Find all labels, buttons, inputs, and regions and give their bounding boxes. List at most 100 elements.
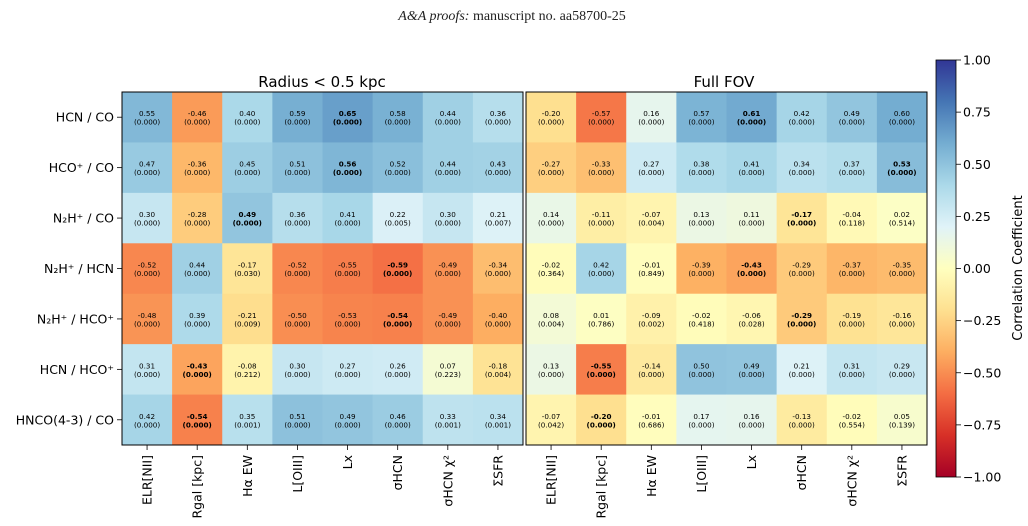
heatmap-cell-full-r4-c5 [776, 293, 828, 345]
heatmap-cell-inner-r5-c0 [122, 344, 173, 395]
colorbar-tick-label: 0.50 [963, 157, 991, 172]
cell-value-label: 0.55 [139, 109, 155, 118]
cell-value-label: 0.13 [693, 210, 709, 219]
heatmap-cell-inner-r4-c1 [172, 293, 223, 345]
cell-value-label: -0.04 [843, 210, 862, 219]
cell-pvalue-label: (0.000) [284, 370, 310, 379]
cell-value-label: 0.14 [543, 210, 559, 219]
cell-pvalue-label: (0.000) [538, 370, 564, 379]
heatmap-cell-inner-r0-c4 [322, 92, 374, 143]
cell-value-label: 0.11 [744, 210, 760, 219]
heatmap-cell-full-r1-c7 [876, 142, 928, 194]
heatmap-cell-full-r6-c6 [826, 394, 878, 446]
heatmap-cell-full-r0-c7 [876, 92, 928, 143]
cell-value-label: 0.46 [390, 412, 406, 421]
heatmap-cell-full-r6-c3 [676, 394, 727, 446]
heatmap-cell-inner-r4-c5 [372, 293, 424, 345]
row-label: HCN / CO [56, 110, 114, 125]
heatmap-cell-inner-r3-c2 [222, 243, 273, 295]
heatmap-cell-inner-r3-c7 [472, 243, 524, 295]
cell-value-label: 0.22 [390, 210, 406, 219]
cell-value-label: 0.42 [139, 412, 155, 421]
cell-value-label: -0.18 [489, 361, 508, 370]
cell-pvalue-label: (0.000) [839, 168, 865, 177]
cell-value-label: -0.43 [741, 261, 762, 270]
cell-pvalue-label: (0.000) [889, 319, 915, 328]
heatmap-cell-full-r5-c7 [876, 344, 928, 395]
column-label: L[OIII] [694, 455, 709, 493]
cell-value-label: 0.13 [543, 361, 559, 370]
heatmap-cell-full-r5-c1 [576, 344, 627, 395]
cell-pvalue-label: (0.000) [134, 168, 160, 177]
heatmap-cell-inner-r5-c2 [222, 344, 273, 395]
cell-pvalue-label: (0.000) [284, 118, 310, 127]
heatmap-cell-inner-r3-c1 [172, 243, 223, 295]
cell-value-label: 0.58 [390, 109, 406, 118]
cell-pvalue-label: (0.000) [538, 168, 564, 177]
cell-value-label: 0.30 [440, 210, 456, 219]
cell-value-label: 0.37 [844, 160, 860, 169]
cell-pvalue-label: (0.004) [538, 319, 564, 328]
cell-pvalue-label: (0.001) [234, 420, 260, 429]
heatmap-cell-full-r3-c7 [876, 243, 928, 295]
cell-pvalue-label: (0.000) [284, 319, 310, 328]
cell-pvalue-label: (0.000) [688, 420, 714, 429]
cell-value-label: 0.26 [390, 361, 406, 370]
cell-value-label: -0.55 [338, 261, 357, 270]
heatmap-cell-full-r0-c0 [526, 92, 577, 143]
cell-value-label: 0.53 [893, 160, 911, 169]
cell-value-label: -0.17 [238, 261, 257, 270]
cell-pvalue-label: (0.000) [385, 118, 411, 127]
heatmap-cell-full-r6-c2 [626, 394, 677, 446]
heatmap-cell-full-r1-c4 [726, 142, 778, 194]
panel-title-left: Radius < 0.5 kpc [258, 73, 385, 91]
heatmap-cell-full-r2-c6 [826, 192, 878, 244]
cell-value-label: 0.36 [289, 210, 305, 219]
cell-pvalue-label: (0.000) [385, 168, 411, 177]
cell-value-label: 0.61 [743, 109, 761, 118]
heatmap-cell-inner-r3-c4 [322, 243, 374, 295]
cell-value-label: 0.42 [593, 261, 609, 270]
cell-value-label: -0.14 [642, 361, 661, 370]
heatmap-cell-inner-r5-c4 [322, 344, 374, 395]
cell-pvalue-label: (0.139) [889, 420, 915, 429]
colorbar-tick-label: 0.25 [963, 209, 991, 224]
column-label: ELR[NII] [544, 455, 559, 505]
cell-pvalue-label: (0.009) [234, 319, 260, 328]
heatmap-cell-inner-r3-c0 [122, 243, 173, 295]
row-label: N₂H⁺ / HCN [44, 261, 114, 276]
cell-pvalue-label: (0.000) [284, 420, 310, 429]
cell-pvalue-label: (0.000) [839, 319, 865, 328]
cell-pvalue-label: (0.000) [538, 219, 564, 228]
cell-value-label: -0.17 [791, 210, 812, 219]
colorbar: 1.00 0.75 0.50 0.25 0.00 −0.25 −0.50 −0.75 −1.00… [935, 53, 1026, 485]
cell-value-label: 0.65 [339, 109, 357, 118]
column-label: ΣSFR [490, 455, 505, 487]
heatmap-cell-full-r2-c1 [576, 192, 627, 244]
cell-pvalue-label: (0.000) [839, 269, 865, 278]
cell-value-label: -0.53 [338, 311, 357, 320]
cell-value-label: -0.54 [187, 412, 208, 421]
heatmap-cell-inner-r1-c5 [372, 142, 424, 194]
cell-pvalue-label: (0.514) [889, 219, 915, 228]
heatmap-cell-inner-r1-c7 [472, 142, 524, 194]
heatmap-cell-inner-r2-c1 [172, 192, 223, 244]
cell-pvalue-label: (0.000) [485, 319, 511, 328]
cell-value-label: 0.47 [139, 160, 155, 169]
heatmap-cell-full-r5-c3 [676, 344, 727, 395]
cell-pvalue-label: (0.007) [485, 219, 511, 228]
cell-pvalue-label: (0.000) [134, 420, 160, 429]
heatmap-cell-inner-r0-c6 [422, 92, 474, 143]
cell-value-label: 0.08 [543, 311, 559, 320]
cell-value-label: 0.45 [239, 160, 255, 169]
cell-pvalue-label: (0.000) [233, 219, 262, 228]
cell-pvalue-label: (0.000) [538, 118, 564, 127]
cell-pvalue-label: (0.000) [688, 118, 714, 127]
running-header: A&A proofs: manuscript no. aa58700-25 [397, 9, 625, 24]
cell-value-label: -0.16 [893, 311, 912, 320]
cell-value-label: -0.20 [542, 109, 561, 118]
cell-value-label: 0.40 [239, 109, 255, 118]
cell-value-label: -0.09 [642, 311, 661, 320]
cell-pvalue-label: (0.000) [385, 420, 411, 429]
heatmap-cell-full-r1-c1 [576, 142, 627, 194]
